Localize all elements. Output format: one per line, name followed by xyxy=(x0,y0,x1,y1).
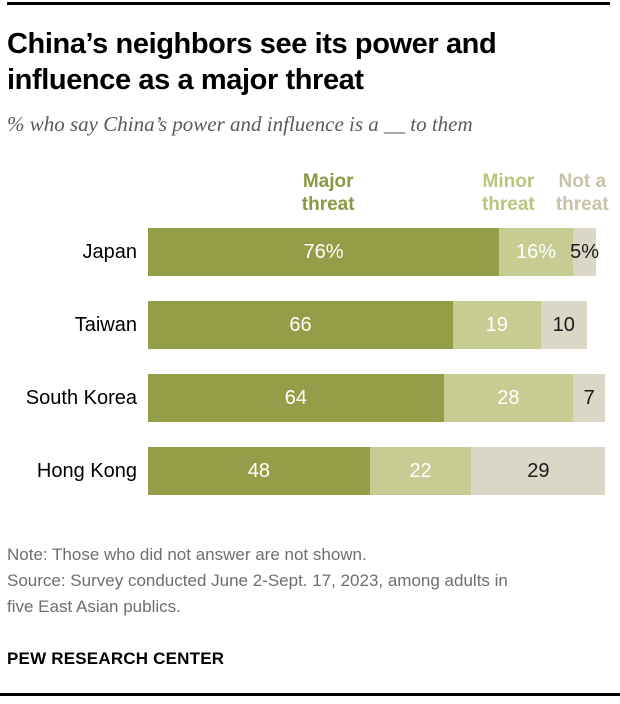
top-border xyxy=(7,2,610,5)
bar-segment-major-threat: 64 xyxy=(148,374,444,422)
stacked-bar: 76% 16% 5% xyxy=(148,228,610,276)
title-line-1: China’s neighbors see its power and xyxy=(7,28,497,60)
note-line: Note: Those who did not answer are not s… xyxy=(7,545,367,564)
bar-segment-not-a-threat: 7 xyxy=(573,374,606,422)
category-label: Taiwan xyxy=(74,313,137,336)
bar-segment-minor-threat: 16% xyxy=(499,228,574,276)
value-label: 19 xyxy=(485,313,508,336)
stacked-bar: 66 19 10 xyxy=(148,301,610,349)
source-line: Source: Survey conducted June 2-Sept. 17… xyxy=(7,571,508,616)
category-label: South Korea xyxy=(25,386,137,409)
value-label: 64 xyxy=(284,386,307,409)
bar-segment-not-a-threat: 5% xyxy=(570,228,600,276)
pew-research-center-wordmark: PEW RESEARCH CENTER xyxy=(7,649,225,668)
value-label: 66 xyxy=(289,313,312,336)
bar-segment-minor-threat: 28 xyxy=(443,374,574,422)
legend-minor-threat: Minor threat xyxy=(481,171,535,215)
category-label: Hong Kong xyxy=(36,459,137,482)
value-label: 10 xyxy=(552,313,575,336)
bottom-border xyxy=(0,693,620,696)
legend-not-a-threat: Not a threat xyxy=(555,171,609,215)
bar-row-south-korea: South Korea 64 28 7 xyxy=(7,374,610,422)
bar-segment-not-a-threat: 29 xyxy=(471,447,606,495)
value-label: 16% xyxy=(516,240,557,263)
bar-row-hong-kong: Hong Kong 48 22 29 xyxy=(7,447,610,495)
value-label: 48 xyxy=(247,459,270,482)
bar-segment-major-threat: 76% xyxy=(148,228,500,276)
value-label: 76% xyxy=(303,240,344,263)
bar-segment-minor-threat: 19 xyxy=(452,301,541,349)
value-label: 7 xyxy=(583,386,595,409)
value-label: 29 xyxy=(527,459,550,482)
bar-segment-minor-threat: 22 xyxy=(369,447,472,495)
stacked-bar: 64 28 7 xyxy=(148,374,610,422)
legend-major-threat: Major threat xyxy=(301,171,355,215)
value-label: 22 xyxy=(409,459,432,482)
bar-segment-major-threat: 48 xyxy=(148,447,370,495)
footnote: Note: Those who did not answer are not s… xyxy=(7,542,610,620)
stacked-bar-chart: Japan 76% 16% 5% Taiwan 66 19 xyxy=(7,228,610,495)
value-label: 28 xyxy=(497,386,520,409)
value-label: 5% xyxy=(570,240,600,263)
stacked-bar: 48 22 29 xyxy=(148,447,610,495)
bar-row-taiwan: Taiwan 66 19 10 xyxy=(7,301,610,349)
bar-row-japan: Japan 76% 16% 5% xyxy=(7,228,610,276)
chart-subtitle: % who say China’s power and influence is… xyxy=(7,112,473,136)
category-label: Japan xyxy=(82,240,138,263)
legend: Major threat Minor threat Not a threat xyxy=(148,170,610,216)
page-title: China’s neighbors see its power and infl… xyxy=(7,26,610,98)
bar-segment-not-a-threat: 10 xyxy=(540,301,587,349)
bar-segment-major-threat: 66 xyxy=(148,301,453,349)
title-line-2: influence as a major threat xyxy=(7,64,364,96)
